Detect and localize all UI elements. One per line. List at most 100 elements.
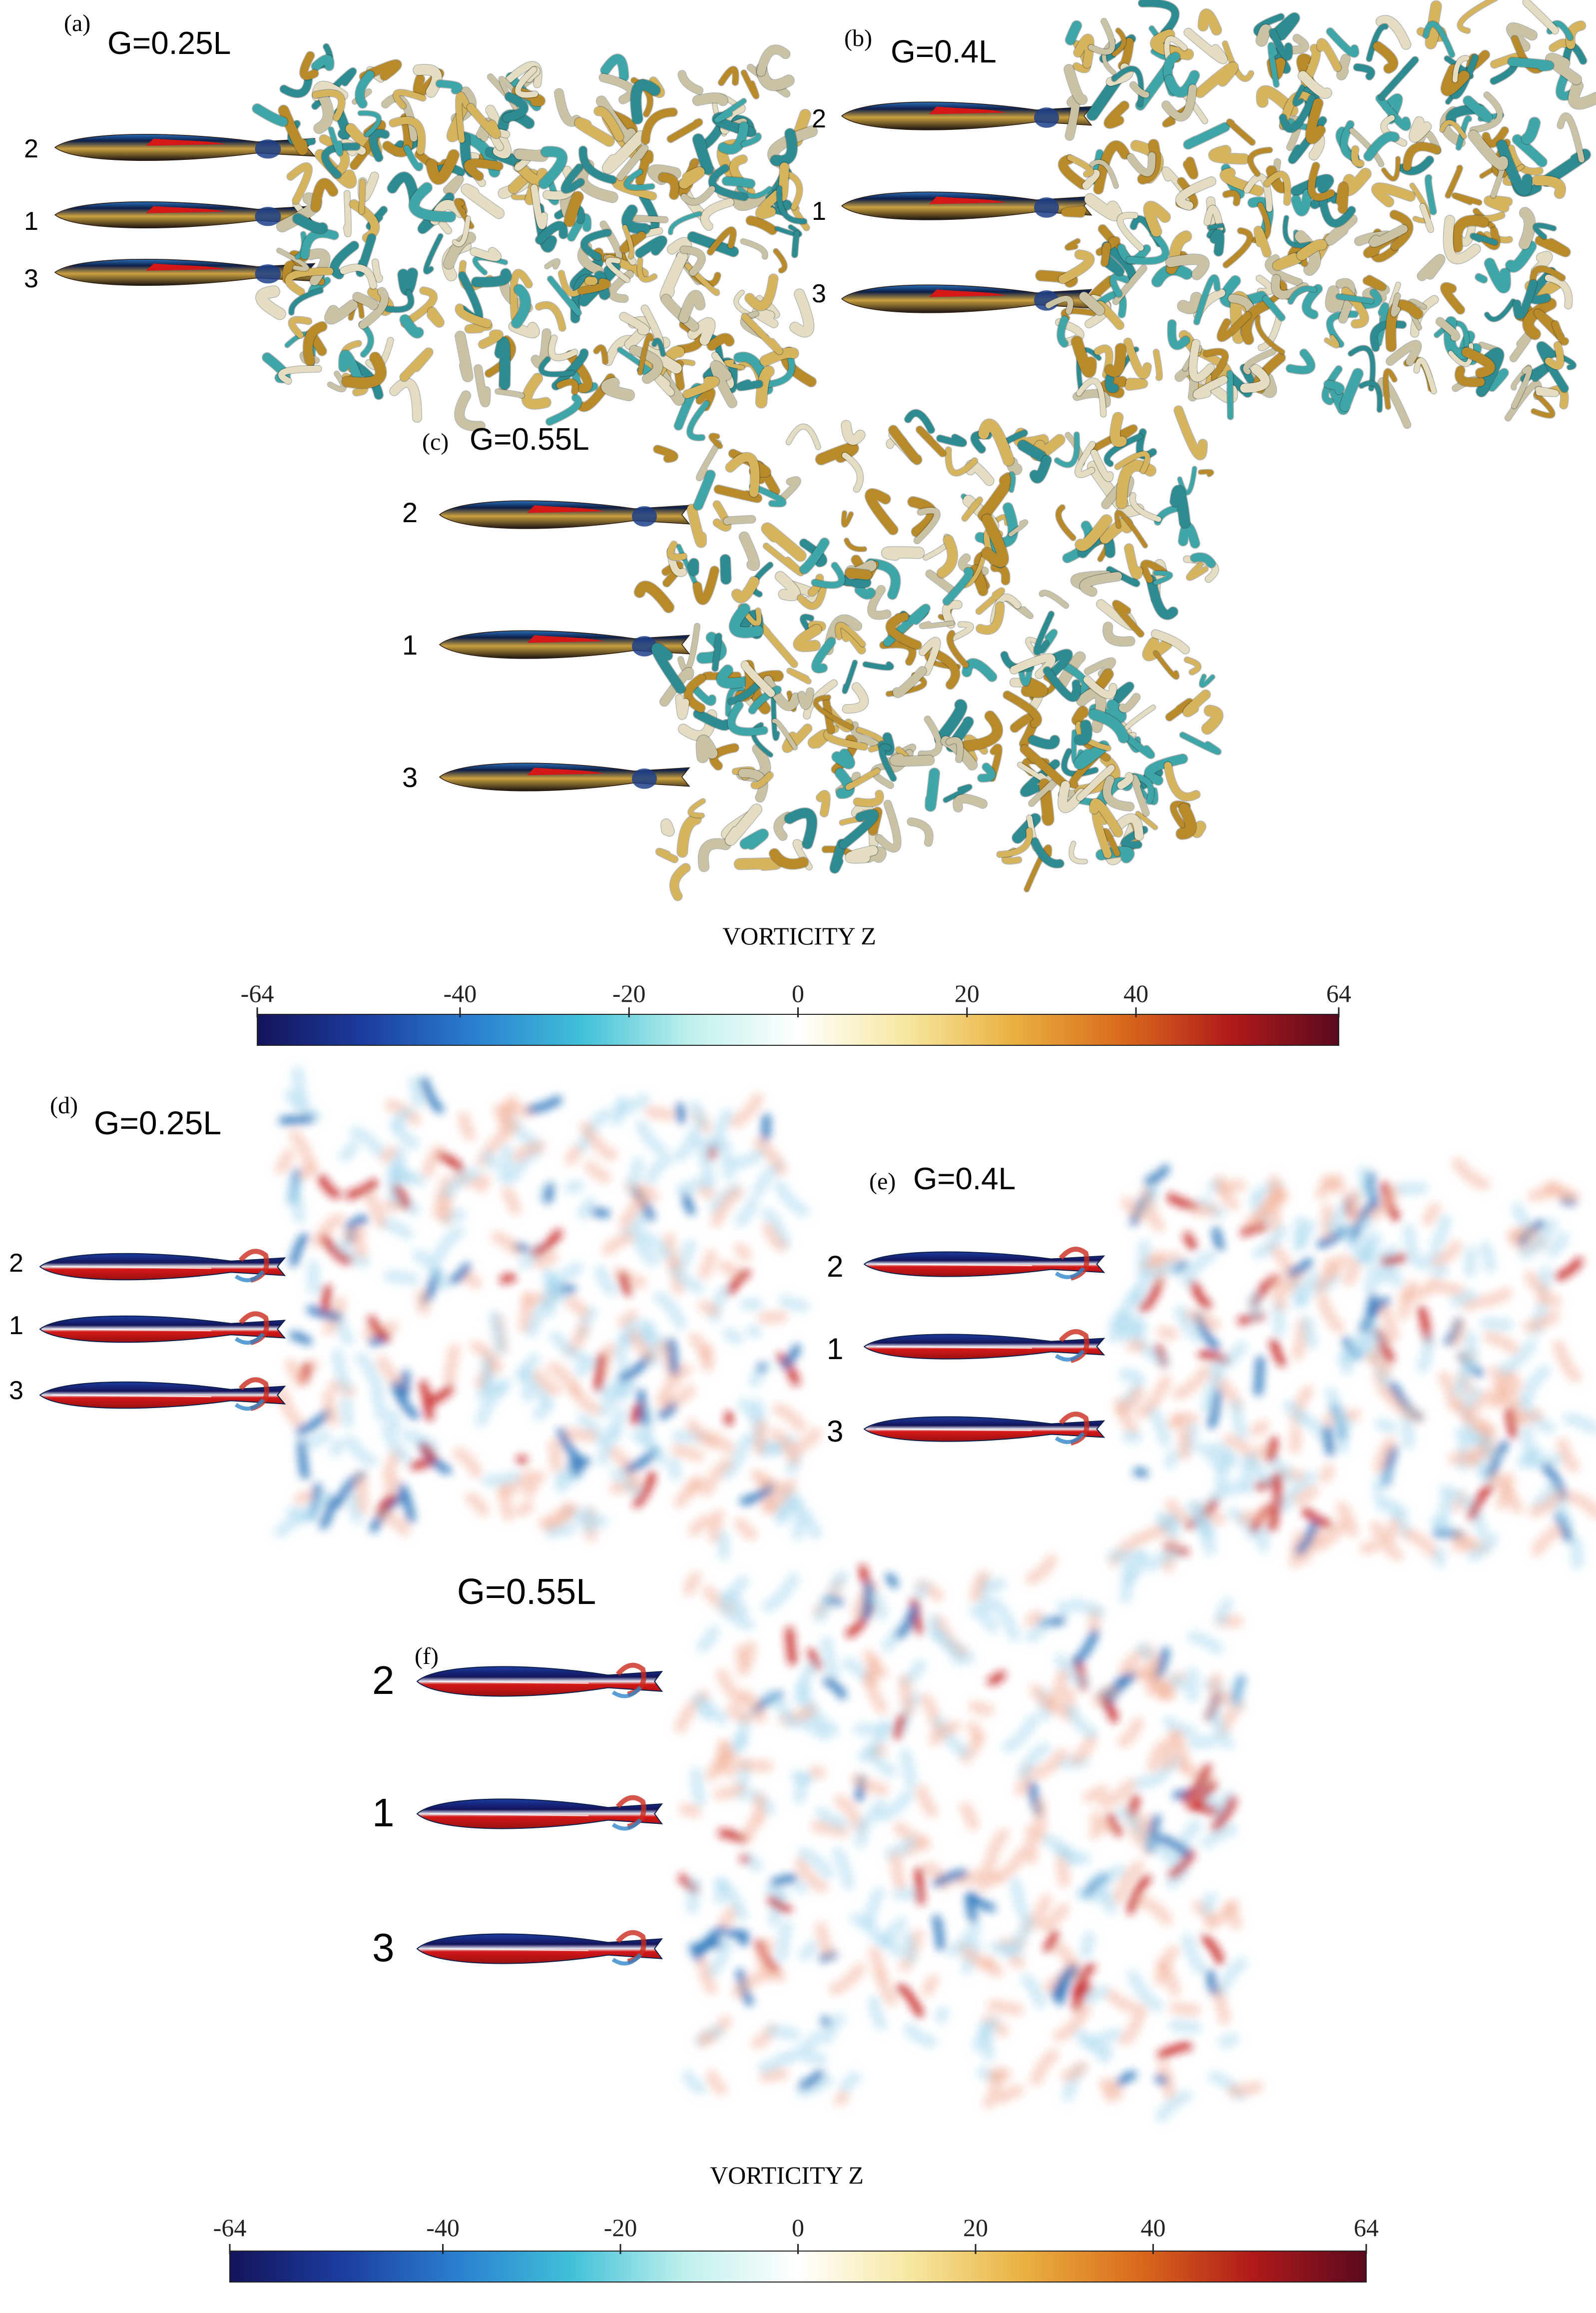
vortex-tube [660, 668, 694, 706]
vortex-tube [1103, 622, 1135, 646]
vortex-tube [947, 631, 969, 668]
vortex-tube [1165, 254, 1209, 280]
vortex-tube [741, 70, 759, 99]
vortex-tube [741, 661, 775, 697]
vorticity-streak [594, 1265, 617, 1297]
vortex-tube [830, 839, 847, 873]
vorticity-streak [1162, 1716, 1197, 1738]
vortex-tube [707, 333, 734, 351]
vortex-tube [816, 790, 830, 817]
vortex-tube [1020, 745, 1067, 787]
vorticity-streak [547, 1439, 562, 1474]
colorbar-tick-label: 20 [955, 979, 980, 1007]
vortex-tube [1243, 349, 1276, 375]
fish-label: 3 [812, 279, 826, 308]
vorticity-streak [808, 1648, 822, 1670]
vortex-tube [1556, 69, 1576, 100]
vorticity-streak [545, 1523, 576, 1539]
vortex-tube [1056, 652, 1085, 691]
vortex-tube [554, 88, 581, 126]
vortex-tube [1021, 677, 1048, 698]
vortex-tube [325, 300, 358, 324]
vortex-tube [702, 672, 741, 680]
vortex-tube [946, 737, 964, 763]
vorticity-streak [1417, 1306, 1432, 1344]
vorticity-streak [1266, 1437, 1278, 1463]
vortex-tube [1441, 282, 1465, 314]
vortex-tube [763, 543, 804, 576]
vortex-tube [1146, 575, 1178, 620]
vortex-tube [784, 808, 817, 849]
vortex-tube [630, 79, 660, 124]
vorticity-streak [1553, 1496, 1575, 1530]
vortex-tube [1183, 122, 1230, 149]
vorticity-streak [778, 1294, 809, 1312]
vortex-tube [1099, 517, 1133, 544]
vorticity-streak [1248, 1292, 1262, 1322]
vorticity-streak [762, 1572, 800, 1612]
vortex-tube [1170, 485, 1190, 528]
vortex-tube [1425, 174, 1437, 215]
vortex-tube [1129, 493, 1161, 522]
vortex-tube [835, 622, 866, 647]
vortex-tube [1124, 544, 1143, 579]
vortex-tube [1545, 274, 1572, 309]
vorticity-streak [1173, 1305, 1204, 1343]
vortex-tube [1083, 676, 1117, 699]
vortex-tube [822, 698, 835, 734]
vortex-tube [893, 667, 927, 698]
vorticity-streak [968, 1700, 995, 1716]
vortex-tube [718, 122, 749, 154]
vorticity-streak [1374, 1493, 1388, 1512]
vortex-tube [1308, 162, 1335, 201]
vorticity-streak [1154, 2075, 1168, 2085]
vorticity-streak [797, 1847, 834, 1880]
vortex-tube [390, 378, 422, 422]
vortex-tube [926, 570, 958, 596]
vortex-tube [1102, 775, 1134, 811]
fish-group [863, 1247, 1105, 1446]
vorticity-streak [889, 1851, 907, 1890]
vortex-tube [470, 247, 501, 261]
vortex-tube [1244, 174, 1272, 212]
vorticity-streak [412, 1249, 451, 1291]
vortex-tube [771, 696, 780, 741]
fish-group [841, 101, 1092, 313]
vortex-tube [1508, 57, 1554, 71]
vortex-tube [1366, 23, 1388, 61]
vorticity-streak [1521, 1426, 1537, 1468]
vortex-tube [1531, 392, 1555, 418]
vorticity-streak [1017, 1742, 1051, 1780]
vortex-tube [1117, 772, 1133, 789]
vortex-tube [558, 270, 592, 297]
vorticity-streak [731, 1733, 749, 1754]
vorticity-streak [1507, 1226, 1539, 1241]
vorticity-streak [976, 1872, 1002, 1891]
vorticity-streak [1528, 1187, 1554, 1203]
vortex-tube [740, 829, 768, 849]
vortex-tube [1124, 338, 1151, 379]
vortex-tube [1034, 611, 1054, 655]
vortex-tube [1363, 275, 1386, 291]
vortex-tube [495, 337, 511, 390]
vorticity-streak [676, 1103, 685, 1124]
vortex-tube [1150, 29, 1193, 60]
vorticity-streak [899, 1748, 917, 1788]
vortex-tube [919, 638, 940, 676]
vorticity-streak [367, 1316, 391, 1342]
vorticity-streak [673, 1126, 701, 1162]
vortex-tube [844, 538, 867, 552]
vortex-tube [800, 538, 829, 574]
fish-body [863, 1329, 1105, 1363]
vortex-tube [1255, 315, 1285, 354]
vorticity-streak [564, 1427, 598, 1442]
vortex-tube [1513, 279, 1538, 319]
vorticity-streak [1098, 1778, 1136, 1809]
vorticity-streak [1357, 1166, 1375, 1198]
vortex-tube [1266, 166, 1289, 193]
vortex-tube [1167, 320, 1190, 350]
vortex-tube [1056, 505, 1076, 541]
vortex-tube [736, 380, 763, 391]
colorbar-ticks: -64 -40 -20 0 20 40 64 [241, 979, 1351, 1017]
vorticity-streak [808, 1766, 826, 1779]
